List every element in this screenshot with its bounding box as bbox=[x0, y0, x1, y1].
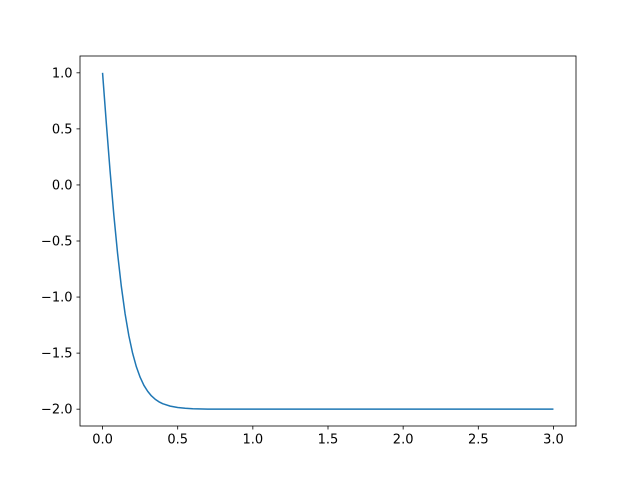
y-axis-tick-label: −1.5 bbox=[41, 347, 73, 362]
x-axis-tick-label: 1.0 bbox=[243, 433, 264, 448]
x-axis-tick-label: 0.5 bbox=[167, 433, 188, 448]
y-axis-tick-label: −2.0 bbox=[41, 403, 73, 418]
x-axis-tick-label: 2.0 bbox=[393, 433, 414, 448]
axes-frame bbox=[79, 55, 577, 427]
y-axis-tick-label: 0.5 bbox=[52, 122, 73, 137]
x-axis-tick-label: 2.5 bbox=[468, 433, 489, 448]
y-axis-tick-label: 0.0 bbox=[52, 178, 73, 193]
y-axis-tick-label: 1.0 bbox=[52, 66, 73, 81]
y-axis-tick-label: −1.0 bbox=[41, 291, 73, 306]
x-axis-tick-label: 3.0 bbox=[543, 433, 564, 448]
x-axis-tick-label: 1.5 bbox=[318, 433, 339, 448]
data-series-line bbox=[101, 72, 554, 410]
y-axis-tick-label: −0.5 bbox=[41, 235, 73, 250]
x-axis-tick-label: 0.0 bbox=[92, 433, 113, 448]
